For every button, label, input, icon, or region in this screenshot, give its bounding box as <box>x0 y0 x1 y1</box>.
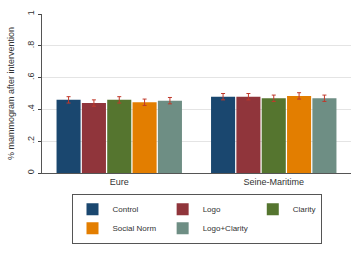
svg-text:Clarity: Clarity <box>293 205 316 214</box>
svg-text:.2: .2 <box>26 136 36 144</box>
svg-text:1: 1 <box>26 10 36 15</box>
svg-text:Logo+Clarity: Logo+Clarity <box>203 224 248 233</box>
svg-text:.4: .4 <box>26 104 36 112</box>
svg-text:.6: .6 <box>26 72 36 80</box>
svg-text:Control: Control <box>113 205 139 214</box>
svg-text:.8: .8 <box>26 41 36 49</box>
svg-text:Seine-Maritime: Seine-Maritime <box>243 177 304 187</box>
svg-text:0: 0 <box>26 169 36 174</box>
svg-text:Eure: Eure <box>110 177 129 187</box>
svg-text:Social Norm: Social Norm <box>113 224 157 233</box>
svg-text:% mammogram after intervention: % mammogram after intervention <box>6 27 16 160</box>
svg-text:Logo: Logo <box>203 205 221 214</box>
